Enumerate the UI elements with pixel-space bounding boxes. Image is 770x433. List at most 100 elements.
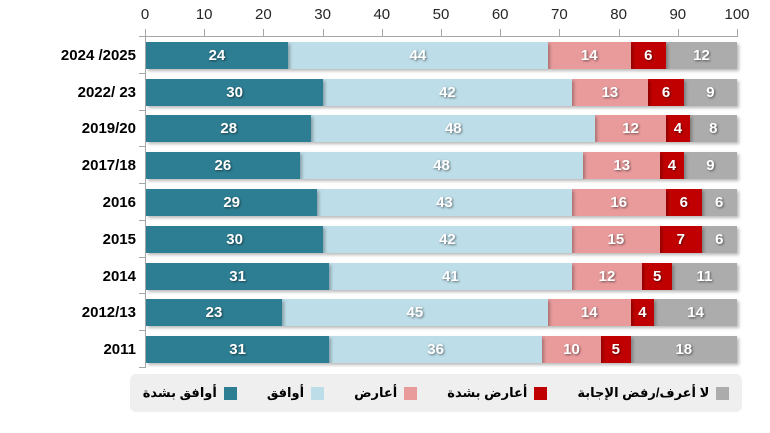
category-label: 2014 bbox=[102, 267, 136, 285]
bar-row: 30 42 13 6 9 bbox=[146, 74, 737, 111]
bar-segment: 28 bbox=[146, 115, 312, 143]
legend-swatch bbox=[311, 386, 325, 400]
category-axis-tick bbox=[139, 293, 145, 295]
bar-value-label: 31 bbox=[229, 267, 246, 285]
x-axis-tick-label: 20 bbox=[255, 6, 272, 23]
x-axis-tick bbox=[204, 29, 206, 37]
bar-segment: 43 bbox=[317, 189, 572, 217]
bar-value-label: 13 bbox=[613, 157, 631, 175]
bar-value-label: 29 bbox=[223, 194, 241, 212]
bar-segment: 30 bbox=[146, 225, 324, 253]
bar: 24 44 14 6 12 bbox=[146, 41, 737, 69]
x-axis-tick bbox=[322, 29, 324, 37]
category-label: 2019/20 bbox=[81, 120, 136, 138]
x-axis-tick-label: 30 bbox=[314, 6, 331, 23]
bar-segment: 29 bbox=[146, 189, 318, 217]
legend-item: أوافق bbox=[266, 385, 325, 401]
bar-segment: 14 bbox=[547, 299, 631, 327]
bar-segment: 42 bbox=[323, 225, 572, 253]
bar-segment: 6 bbox=[701, 189, 737, 217]
bar-value-label: 6 bbox=[715, 230, 724, 248]
x-axis-tick bbox=[500, 29, 502, 37]
bar-segment: 6 bbox=[630, 41, 667, 69]
category-axis-tick bbox=[139, 183, 145, 185]
bar-value-label: 4 bbox=[667, 157, 677, 175]
bar-value-label: 12 bbox=[598, 267, 616, 285]
category-label: 2022/ 23 bbox=[77, 83, 136, 101]
legend-item: أوافق بشدة bbox=[143, 385, 237, 401]
bar-segment: 5 bbox=[642, 262, 672, 290]
bar-segment: 12 bbox=[571, 262, 643, 290]
legend-label: أوافق bbox=[266, 385, 305, 400]
bar-segment: 14 bbox=[547, 41, 631, 69]
bar: 31 36 10 5 18 bbox=[146, 336, 737, 364]
x-axis-line bbox=[145, 36, 738, 37]
bar: 23 45 14 4 14 bbox=[146, 299, 737, 327]
bar-segment: 4 bbox=[630, 299, 655, 327]
bar-segment: 9 bbox=[683, 78, 737, 106]
bar-row: 31 36 10 5 18 bbox=[146, 331, 737, 368]
legend-swatch bbox=[534, 386, 548, 400]
bar-segment: 48 bbox=[311, 115, 596, 143]
bar-value-label: 6 bbox=[644, 46, 653, 64]
bar-value-label: 11 bbox=[696, 267, 713, 285]
x-axis-tick bbox=[737, 29, 738, 37]
category-label: 2015 bbox=[102, 230, 136, 248]
bar-row: 28 48 12 4 8 bbox=[146, 111, 737, 148]
x-axis-tick bbox=[677, 29, 679, 37]
bar-segment: 14 bbox=[654, 299, 737, 327]
bar-value-label: 12 bbox=[693, 46, 710, 64]
x-axis-tick-label: 50 bbox=[432, 6, 450, 23]
bar-value-label: 44 bbox=[409, 46, 427, 64]
bar-segment: 11 bbox=[671, 262, 737, 290]
category-label: 2012/13 bbox=[81, 304, 136, 322]
bar-segment: 41 bbox=[329, 262, 572, 290]
bar-row: 29 43 16 6 6 bbox=[146, 184, 737, 221]
category-axis-tick bbox=[139, 219, 145, 221]
bar-segment: 24 bbox=[146, 41, 288, 69]
bar-segment: 6 bbox=[648, 78, 684, 106]
bar-segment: 6 bbox=[701, 225, 737, 253]
x-axis-tick bbox=[381, 29, 383, 37]
bar-segment: 18 bbox=[630, 336, 737, 364]
category-label: 2016 bbox=[102, 194, 136, 212]
category-axis-tick bbox=[139, 36, 145, 37]
legend: أوافق بشدة أوافق أعارض أعارض بشدة لا أعرف/رف… bbox=[130, 374, 742, 412]
bar-value-label: 6 bbox=[661, 83, 671, 101]
x-axis-tick-label: 40 bbox=[373, 6, 391, 23]
bar-value-label: 6 bbox=[679, 194, 688, 212]
bar-value-label: 48 bbox=[433, 157, 450, 175]
legend-label: أعارض bbox=[354, 385, 398, 400]
x-axis-tick-label: 80 bbox=[610, 6, 627, 23]
bar: 30 42 15 7 6 bbox=[146, 225, 737, 253]
bar-value-label: 8 bbox=[709, 120, 718, 138]
bar-value-label: 30 bbox=[226, 230, 243, 248]
x-axis-tick-label: 100 bbox=[724, 6, 750, 23]
category-axis-tick bbox=[139, 367, 145, 368]
bar-value-label: 30 bbox=[226, 83, 243, 101]
bar-segment: 6 bbox=[666, 189, 702, 217]
legend-item: أعارض بشدة bbox=[447, 385, 548, 401]
category-label: 2011 bbox=[103, 341, 136, 359]
category-axis-tick bbox=[139, 146, 145, 148]
bar-row: 30 42 15 7 6 bbox=[146, 221, 737, 258]
bar-segment: 5 bbox=[601, 336, 631, 364]
bar-row: 26 48 13 4 9 bbox=[146, 147, 737, 184]
bar-segment: 8 bbox=[689, 115, 737, 143]
bar-value-label: 10 bbox=[563, 341, 580, 359]
bar-value-label: 45 bbox=[406, 304, 424, 322]
bar-segment: 13 bbox=[571, 78, 649, 106]
bar-value-label: 31 bbox=[229, 341, 246, 359]
bar-segment: 16 bbox=[571, 189, 667, 217]
bar-segment: 10 bbox=[541, 336, 602, 364]
bar-value-label: 13 bbox=[601, 83, 619, 101]
bar: 28 48 12 4 8 bbox=[146, 115, 737, 143]
bar: 29 43 16 6 6 bbox=[146, 189, 737, 217]
category-labels: 2024 /2025 2022/ 23 2019/20 2017/18 2016 2015… bbox=[0, 37, 136, 368]
bar-segment: 9 bbox=[683, 152, 737, 180]
bar-value-label: 14 bbox=[580, 304, 598, 322]
bar-value-label: 41 bbox=[442, 267, 459, 285]
y-axis-line bbox=[145, 36, 146, 368]
x-axis-tick-label: 70 bbox=[551, 6, 568, 23]
